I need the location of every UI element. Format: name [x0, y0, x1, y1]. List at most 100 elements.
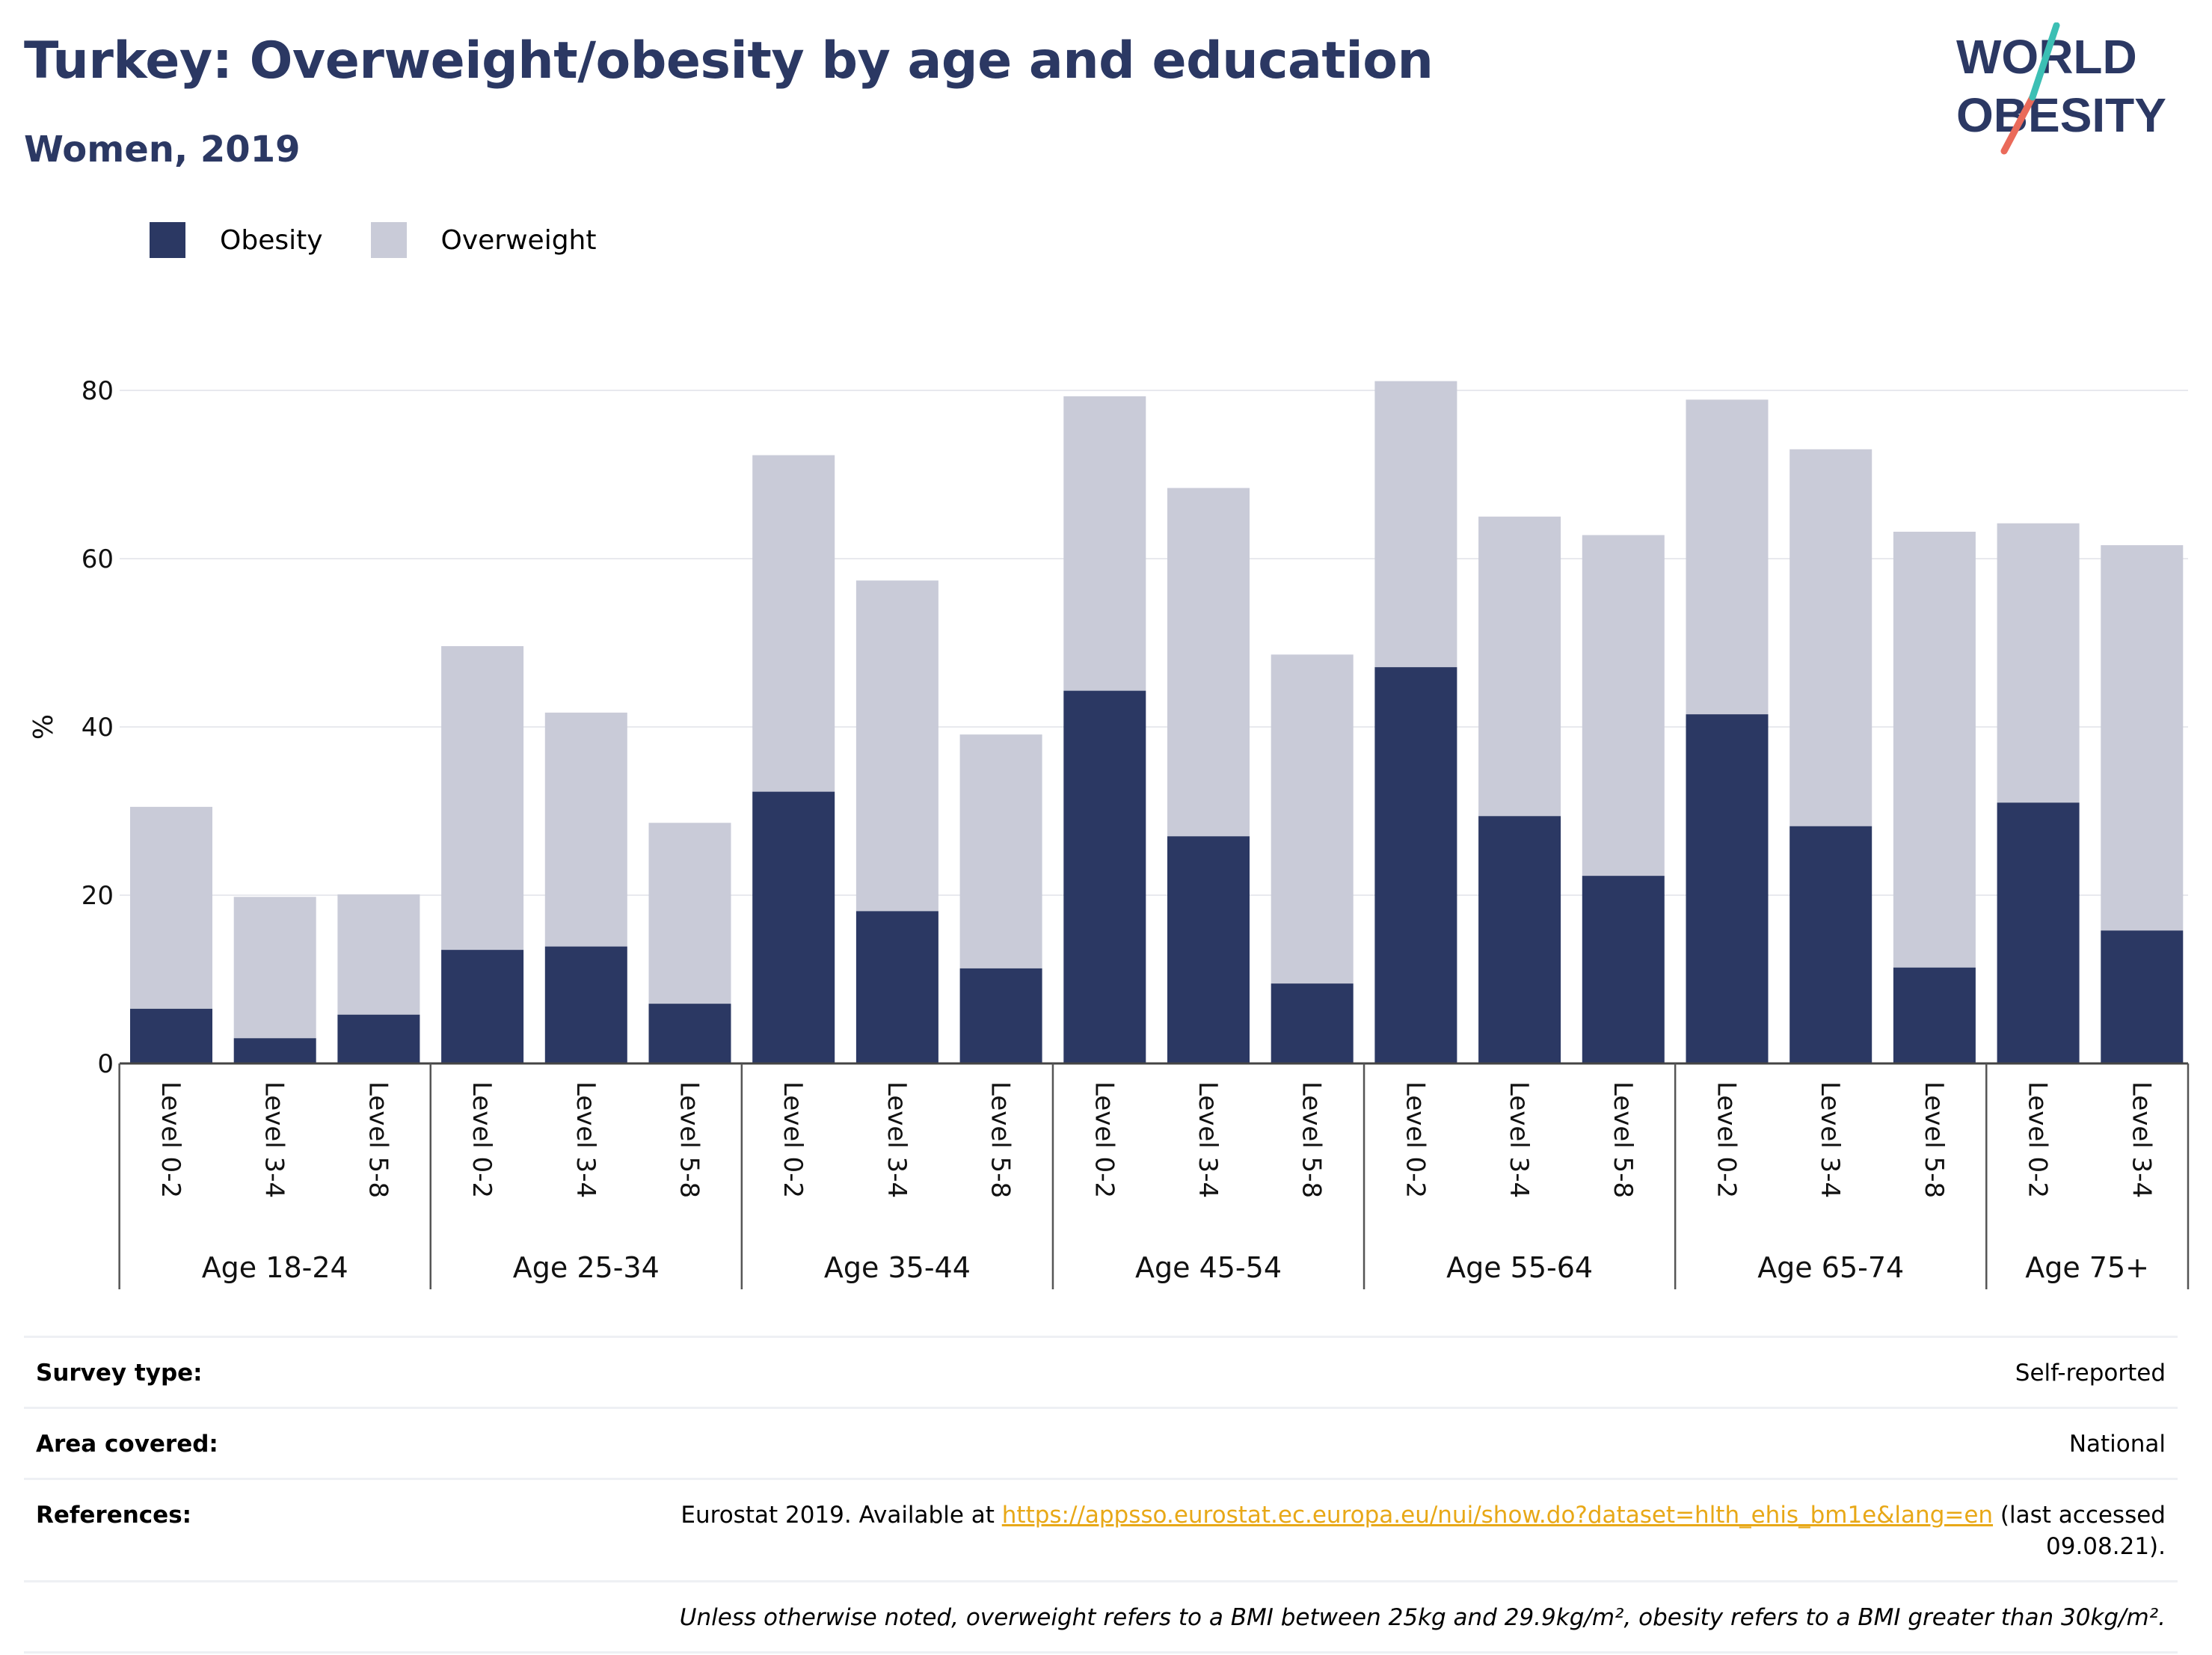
- bar-obesity: [337, 1014, 420, 1063]
- bar-obesity: [1478, 816, 1561, 1063]
- bar-overweight: [1063, 396, 1146, 691]
- x-tick-label: Level 0-2: [1712, 1081, 1742, 1198]
- info-key-survey-type: Survey type:: [36, 1360, 203, 1387]
- reference-suffix: (last accessed: [1993, 1502, 2166, 1529]
- bar-obesity: [855, 911, 938, 1063]
- bar-obesity: [1997, 802, 2080, 1063]
- x-tick-label: Level 5-8: [1297, 1081, 1327, 1198]
- reference-link[interactable]: https://appsso.eurostat.ec.europa.eu/nui…: [1001, 1502, 1994, 1529]
- bar-overweight: [1997, 523, 2080, 803]
- bar-overweight: [1167, 488, 1250, 837]
- x-tick-label: Level 0-2: [467, 1081, 497, 1198]
- x-tick-label: Level 5-8: [675, 1081, 704, 1198]
- bar-overweight: [959, 734, 1042, 968]
- bar-overweight: [752, 455, 835, 792]
- x-tick-label: Level 5-8: [986, 1081, 1016, 1198]
- chart-legend: Obesity Overweight: [150, 221, 644, 259]
- bar-overweight: [130, 806, 212, 1009]
- legend-swatch-overweight: [370, 222, 407, 258]
- bar-obesity: [544, 946, 627, 1063]
- x-tick-label: Level 3-4: [1193, 1081, 1223, 1198]
- bar-obesity: [2101, 930, 2184, 1063]
- x-tick-label: Level 0-2: [156, 1081, 185, 1198]
- x-tick-label: Level 5-8: [363, 1081, 393, 1198]
- x-tick-label: Level 3-4: [882, 1081, 912, 1198]
- bar-overweight: [1374, 381, 1457, 668]
- legend-item-obesity: Obesity: [150, 222, 323, 258]
- group-label: Age 25-34: [513, 1251, 660, 1284]
- bar-obesity: [441, 950, 524, 1063]
- group-label: Age 75+: [2025, 1251, 2149, 1284]
- bar-overweight: [544, 712, 627, 947]
- legend-item-overweight: Overweight: [370, 222, 597, 258]
- bar-overweight: [855, 580, 938, 912]
- bar-obesity: [1686, 714, 1769, 1063]
- reference-prefix: Eurostat 2019. Available at: [681, 1502, 1002, 1529]
- group-label: Age 65-74: [1757, 1251, 1904, 1284]
- x-tick-label: Level 3-4: [1504, 1081, 1534, 1198]
- logo-slash-teal: [2029, 22, 2060, 101]
- bar-overweight: [1686, 399, 1769, 715]
- logo-text-bottom: OBESITY: [1956, 88, 2166, 142]
- bar-obesity: [233, 1038, 316, 1063]
- bar-overweight: [1271, 654, 1354, 984]
- bar-overweight: [2101, 545, 2184, 931]
- bar-obesity: [959, 968, 1042, 1063]
- bar-obesity: [1063, 690, 1146, 1063]
- info-row-note: Unless otherwise noted, overweight refer…: [24, 1582, 2178, 1654]
- bar-obesity: [752, 791, 835, 1063]
- group-label: Age 18-24: [202, 1251, 348, 1284]
- bar-obesity: [1789, 826, 1872, 1063]
- chart-title: Turkey: Overweight/obesity by age and ed…: [24, 31, 1434, 90]
- group-label: Age 35-44: [824, 1251, 971, 1284]
- x-tick-label: Level 3-4: [1815, 1081, 1845, 1198]
- x-tick-label: Level 5-8: [1919, 1081, 1949, 1198]
- group-label: Age 55-64: [1446, 1251, 1593, 1284]
- info-value-references: Eurostat 2019. Available at https://apps…: [681, 1499, 2166, 1562]
- bar-obesity: [1893, 967, 1976, 1063]
- info-row-survey-type: Survey type: Self-reported: [24, 1338, 2178, 1409]
- y-tick-label: 60: [82, 544, 114, 574]
- legend-label-overweight: Overweight: [440, 224, 597, 256]
- x-tick-label: Level 5-8: [1608, 1081, 1638, 1198]
- info-row-references: References: Eurostat 2019. Available at …: [24, 1480, 2178, 1582]
- bar-overweight: [1789, 449, 1872, 826]
- x-tick-label: Level 0-2: [1400, 1081, 1430, 1198]
- info-row-area-covered: Area covered: National: [24, 1409, 2178, 1480]
- bar-overweight: [1582, 535, 1665, 876]
- x-tick-label: Level 3-4: [2126, 1081, 2156, 1198]
- info-table: Survey type: Self-reported Area covered:…: [24, 1336, 2178, 1654]
- info-value-survey-type: Self-reported: [2015, 1360, 2166, 1387]
- bar-overweight: [648, 823, 731, 1004]
- bar-overweight: [1893, 532, 1976, 968]
- legend-label-obesity: Obesity: [220, 224, 323, 256]
- reference-line2: 09.08.21).: [2046, 1533, 2166, 1560]
- legend-swatch-obesity: [150, 222, 185, 258]
- bar-obesity: [648, 1004, 731, 1063]
- x-tick-label: Level 0-2: [1089, 1081, 1119, 1198]
- bar-obesity: [1582, 876, 1665, 1063]
- x-tick-label: Level 0-2: [778, 1081, 808, 1198]
- y-tick-label: 40: [82, 713, 114, 743]
- y-tick-label: 20: [82, 881, 114, 911]
- x-tick-label: Level 3-4: [571, 1081, 600, 1198]
- bar-obesity: [1167, 836, 1250, 1063]
- world-obesity-logo: WORLD OBESITY: [1956, 22, 2166, 155]
- bar-obesity: [1271, 983, 1354, 1063]
- group-label: Age 45-54: [1135, 1251, 1282, 1284]
- info-key-references: References:: [36, 1502, 192, 1529]
- y-tick-label: 80: [82, 376, 114, 406]
- bar-obesity: [1374, 667, 1457, 1063]
- bar-obesity: [130, 1008, 212, 1063]
- x-tick-label: Level 3-4: [259, 1081, 289, 1198]
- chart-subtitle: Women, 2019: [24, 129, 301, 171]
- bar-overweight: [337, 894, 420, 1015]
- bmi-definition-note: Unless otherwise noted, overweight refer…: [679, 1604, 2166, 1631]
- stacked-bar-chart: 0 20 40 60 80% Level 0-2 Level 3-4 Level 5-8 Lev…: [28, 376, 2190, 1289]
- y-tick-label: 0: [97, 1049, 114, 1079]
- bar-overweight: [233, 897, 316, 1039]
- bar-overweight: [441, 646, 524, 951]
- y-axis-label: %: [28, 714, 59, 740]
- info-value-area-covered: National: [2068, 1431, 2166, 1458]
- x-tick-label: Level 0-2: [2023, 1081, 2053, 1198]
